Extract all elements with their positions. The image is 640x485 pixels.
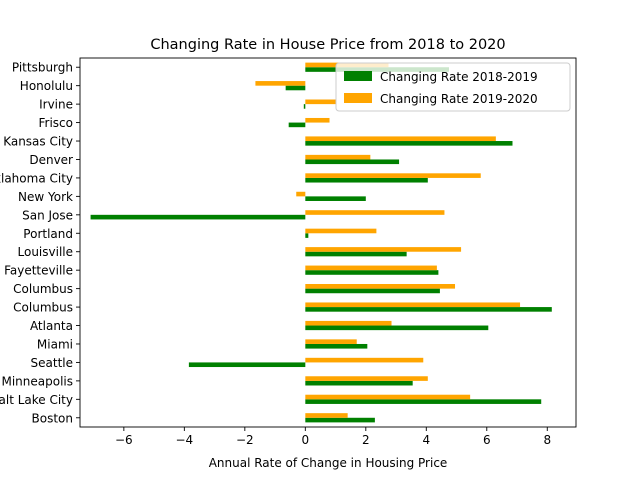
bar-series-2-salt-lake-city [305,394,471,400]
bar-series-2-columbus [305,302,521,308]
y-tick-label: Fayetteville [4,264,73,278]
bar-series-2-kansas-city [305,136,496,142]
bar-series-2-new-york [296,191,306,197]
bar-series-2-atlanta [305,320,392,326]
bar-series-2-louisville [305,247,462,252]
y-tick-label: Boston [32,411,73,425]
x-tick-label: 0 [301,433,309,447]
bar-series-2-frisco [305,117,330,123]
bar-series-2-columbus [305,284,456,289]
y-tick-label: Frisco [39,116,74,130]
x-tick-label: 4 [422,433,430,447]
legend-swatch [344,71,372,81]
bar-series-1-columbus [305,307,552,312]
bar-series-1-new-york [305,196,366,201]
bar-series-1-denver [305,159,400,165]
bar-series-2-boston [305,413,348,418]
axes-frame [79,57,577,428]
y-tick-label: Denver [29,153,73,167]
bar-series-1-miami [305,343,368,349]
bar-series-2-san-jose [305,210,445,215]
bar-series-1-minneapolis [305,380,413,386]
bar-series-2-seattle [305,357,424,363]
x-tick-label: −2 [236,433,254,447]
legend-box [335,62,571,112]
bars [90,62,552,423]
legend-swatch [344,93,372,103]
x-axis-label: Annual Rate of Change in Housing Price [209,456,448,470]
y-tick-label: Columbus [13,301,73,315]
bar-series-1-fayetteville [305,270,439,275]
bar-series-1-louisville [305,251,407,257]
y-tick-label: San Jose [22,208,73,222]
y-tick-label: Columbus [13,282,73,296]
x-tick-label: 8 [543,433,551,447]
y-tick-label: Honolulu [20,79,73,93]
y-tick-label: New York [18,190,73,204]
legend: Changing Rate 2018-2019 Changing Rate 201… [335,62,571,112]
y-tick-label: Seattle [31,356,73,370]
bar-series-2-fayetteville [305,265,437,271]
chart-title: Changing Rate in House Price from 2018 t… [150,37,505,53]
y-tick-label: Oklahoma City [0,171,73,185]
bar-series-1-irvine [303,104,306,109]
y-tick-label: Atlanta [30,319,73,333]
y-tick-label: Pittsburgh [12,61,73,75]
bar-series-1-honolulu [285,85,306,91]
y-tick-label: Salt Lake City [0,393,73,407]
x-tick-label: −6 [115,433,133,447]
bar-series-2-portland [305,228,377,234]
axes: −6 −4 −2 0 2 4 6 8 Boston Salt Lake City Minneapol… [0,57,577,447]
bar-series-1-oklahoma-city [305,177,428,183]
y-tick-label: Kansas City [3,135,73,149]
bar-series-2-denver [305,154,371,160]
bar-series-2-oklahoma-city [305,173,481,178]
y-tick-label: Portland [23,227,73,241]
x-tick-label: 2 [362,433,370,447]
bar-series-1-kansas-city [305,141,513,146]
bar-series-1-seattle [188,362,306,368]
legend-label: Changing Rate 2019-2020 [380,92,538,106]
bar-series-1-atlanta [305,325,489,331]
bar-series-2-irvine [305,99,336,105]
bar-series-1-columbus [305,288,440,294]
bar-series-1-portland [305,233,309,238]
bar-series-2-minneapolis [305,376,428,381]
legend-label: Changing Rate 2018-2019 [380,70,538,84]
x-tick-label: −4 [175,433,193,447]
bar-series-2-miami [305,339,357,344]
y-tick-label: Irvine [39,98,73,112]
y-tick-label: Miami [37,337,73,351]
x-tick-label: 6 [483,433,491,447]
bar-series-2-honolulu [255,81,306,86]
bar-series-1-frisco [288,122,306,128]
bar-series-1-san-jose [90,214,306,220]
bar-series-1-salt-lake-city [305,399,542,404]
y-tick-label: Minneapolis [1,374,73,388]
y-tick-label: Louisville [18,245,74,259]
bar-series-1-boston [305,417,375,423]
